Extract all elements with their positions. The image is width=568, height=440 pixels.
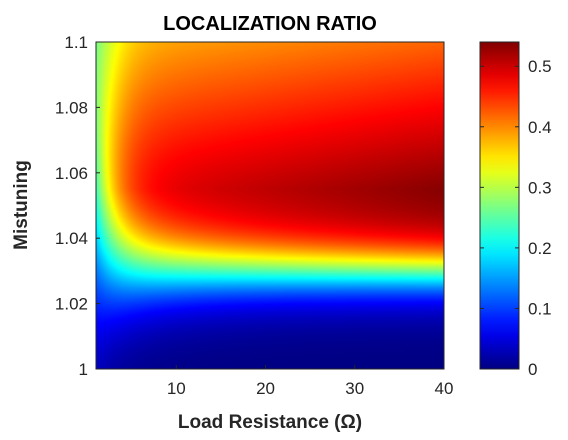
colorbar: 0 0.1 0.2 0.3 0.4 0.5	[479, 41, 552, 379]
x-tick-label: 10	[167, 379, 186, 398]
y-tick-label: 1.06	[55, 164, 88, 183]
colorbar-tick-label: 0.3	[528, 178, 552, 197]
y-tick-label: 1.08	[55, 98, 88, 117]
y-axis-ticks: 1 1.02 1.04 1.06 1.08 1.1	[55, 33, 100, 379]
colorbar-tick-label: 0.4	[528, 118, 552, 137]
chart-title: LOCALIZATION RATIO	[163, 13, 377, 35]
x-tick-label: 40	[435, 379, 454, 398]
y-tick-label: 1.04	[55, 229, 88, 248]
x-axis-label: Load Resistance (Ω)	[178, 412, 362, 433]
y-tick-label: 1.02	[55, 295, 88, 314]
colorbar-tick-label: 0.2	[528, 239, 552, 258]
colorbar-ticks: 0 0.1 0.2 0.3 0.4 0.5	[480, 57, 552, 379]
colorbar-gradient	[479, 41, 520, 370]
colorbar-tick-label: 0	[528, 360, 537, 379]
y-tick-label: 1	[79, 360, 88, 379]
x-axis-ticks: 10 20 30 40	[167, 365, 454, 398]
heatmap-field	[96, 42, 444, 369]
colorbar-tick-label: 0.1	[528, 299, 552, 318]
heatmap-image	[96, 42, 444, 369]
y-tick-label: 1.1	[64, 33, 88, 52]
plot-frame	[95, 41, 445, 370]
y-axis-label: Mistuning	[11, 160, 32, 250]
colorbar-tick-label: 0.5	[528, 57, 552, 76]
x-tick-label: 20	[256, 379, 275, 398]
x-tick-label: 30	[345, 379, 364, 398]
